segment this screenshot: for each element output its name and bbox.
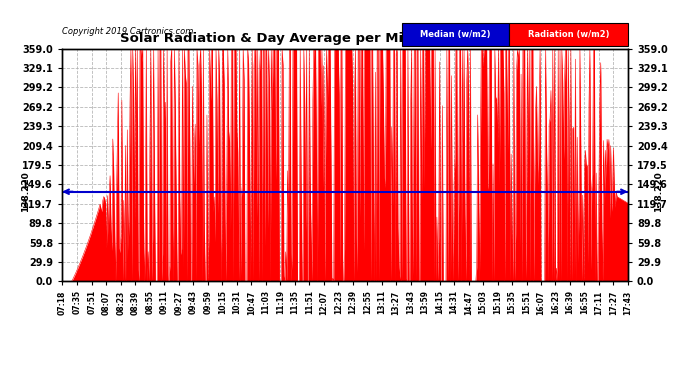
Text: Radiation (w/m2): Radiation (w/m2) <box>528 30 609 39</box>
Title: Solar Radiation & Day Average per Minute Thu Oct 17 17:58: Solar Radiation & Day Average per Minute… <box>120 32 570 45</box>
Text: 138.220: 138.220 <box>21 171 30 212</box>
FancyBboxPatch shape <box>402 23 509 46</box>
Text: Copyright 2019 Cartronics.com: Copyright 2019 Cartronics.com <box>62 27 193 36</box>
Text: Median (w/m2): Median (w/m2) <box>420 30 491 39</box>
Text: 138.220: 138.220 <box>655 171 664 212</box>
FancyBboxPatch shape <box>509 23 628 46</box>
